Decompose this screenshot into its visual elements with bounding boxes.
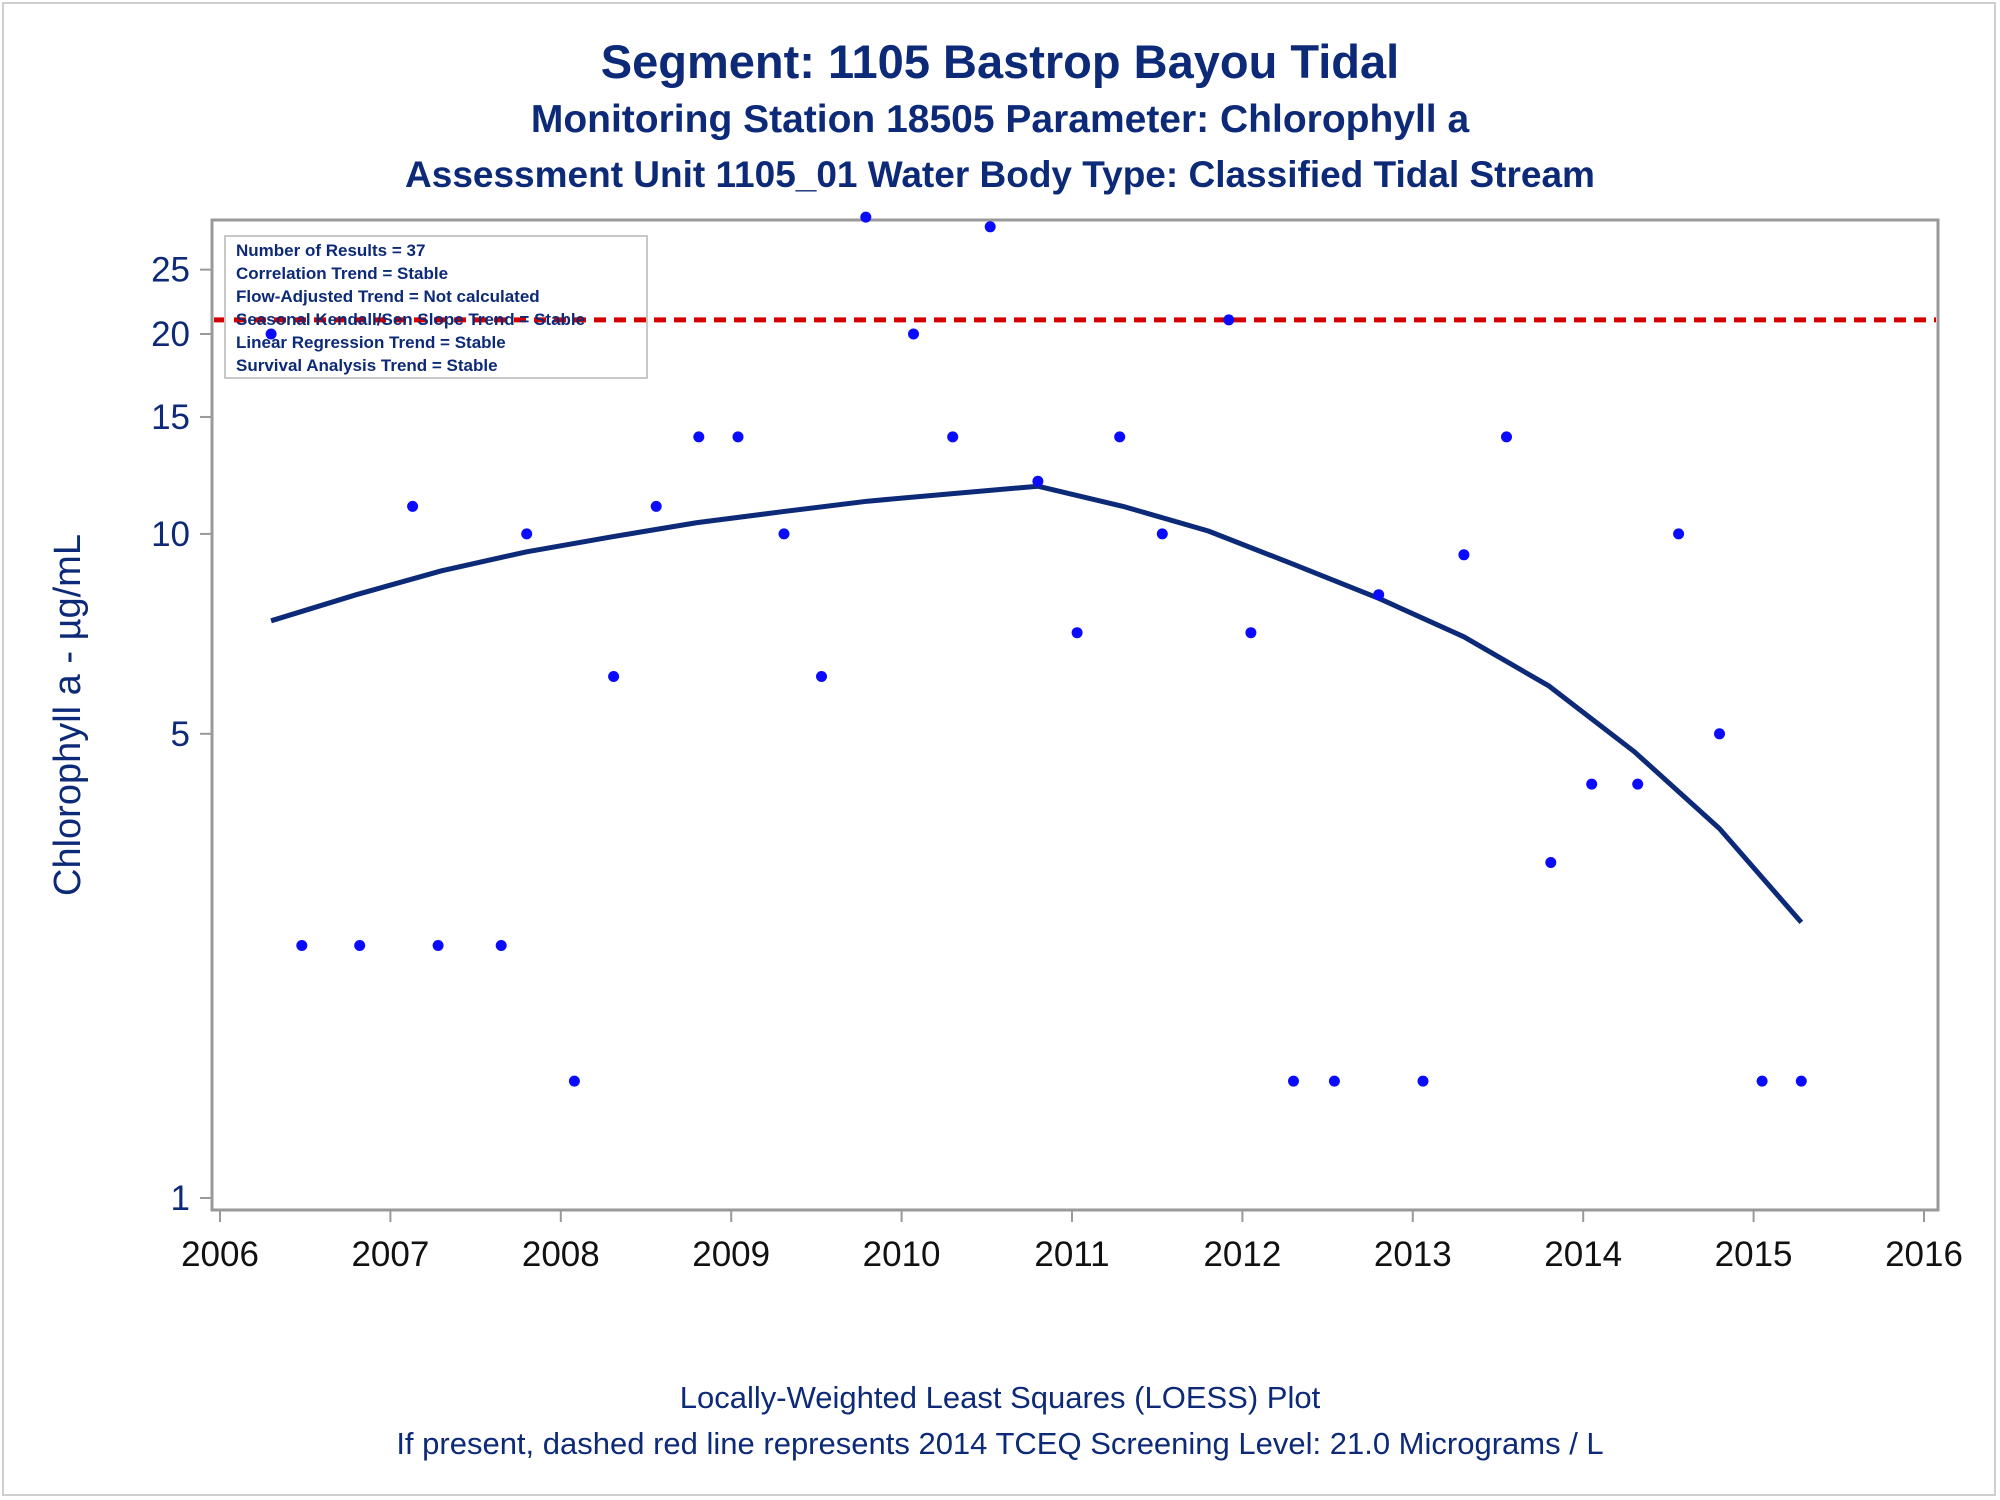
data-point [984, 221, 996, 233]
x-tick-label: 2012 [1203, 1235, 1281, 1274]
stat-linear-regression-trend: Linear Regression Trend = Stable [236, 333, 506, 352]
data-point [1586, 778, 1598, 790]
data-point [1328, 1075, 1340, 1087]
footnote-screening-level: If present, dashed red line represents 2… [396, 1426, 1604, 1461]
y-tick-label: 25 [151, 251, 190, 290]
x-axis: 2006 2007 2008 2009 2010 2011 2012 2013 2014 2015… [181, 1210, 1963, 1274]
loess-layer [270, 483, 1804, 925]
x-tick-label: 2015 [1715, 1235, 1793, 1274]
data-point [1632, 778, 1644, 790]
y-tick-label: 5 [171, 715, 190, 754]
data-point [1673, 528, 1685, 540]
loess-curve [270, 483, 1804, 925]
data-point [1417, 1075, 1429, 1087]
plot-area [210, 218, 1940, 1212]
stat-number-of-results: Number of Results = 37 [236, 241, 425, 260]
stat-correlation-trend: Correlation Trend = Stable [236, 264, 448, 283]
x-tick-label: 2007 [351, 1235, 429, 1274]
data-point [495, 940, 507, 951]
stat-flow-adjusted-trend: Flow-Adjusted Trend = Not calculated [236, 287, 540, 306]
data-point [732, 431, 744, 443]
x-tick-label: 2009 [692, 1235, 770, 1274]
y-tick-label: 1 [171, 1179, 190, 1218]
stat-survival-analysis-trend: Survival Analysis Trend = Stable [236, 356, 498, 375]
data-point [860, 211, 872, 223]
data-point [1245, 627, 1257, 639]
x-tick-label: 2010 [863, 1235, 941, 1274]
data-point [1714, 728, 1725, 740]
data-point [1501, 431, 1512, 443]
stat-seasonal-kendall-trend: Seasonal Kendall/Sen Slope Trend = Stabl… [236, 310, 585, 329]
data-point [608, 671, 620, 682]
y-tick-label: 20 [151, 315, 190, 354]
data-point [693, 431, 705, 443]
data-point [908, 328, 919, 340]
data-point [816, 671, 827, 682]
y-tick-label: 15 [151, 398, 190, 437]
data-point [1373, 589, 1385, 601]
data-point [407, 500, 419, 512]
data-point [568, 1075, 580, 1087]
data-points [265, 211, 1807, 1087]
data-point [1288, 1075, 1299, 1087]
footnote-loess: Locally-Weighted Least Squares (LOESS) P… [679, 1380, 1321, 1415]
chart-subtitle-2: Assessment Unit 1105_01 Water Body Type:… [405, 154, 1595, 195]
data-point [1156, 528, 1168, 540]
data-point [1071, 627, 1083, 639]
stats-box-border [224, 235, 648, 379]
x-tick-label: 2013 [1374, 1235, 1452, 1274]
data-point [1114, 431, 1126, 443]
data-point [1223, 314, 1235, 326]
trend-stats-box: Number of Results = 37 Correlation Trend… [224, 235, 648, 379]
y-tick-label: 10 [151, 515, 190, 554]
x-tick-label: 2014 [1544, 1235, 1622, 1274]
data-point [354, 940, 366, 951]
x-tick-label: 2006 [181, 1235, 259, 1274]
chart-subtitle: Monitoring Station 18505 Parameter: Chlo… [530, 98, 1470, 141]
data-point [947, 431, 959, 443]
data-point [296, 940, 308, 951]
data-point [432, 940, 444, 951]
data-point [1458, 549, 1470, 561]
x-tick-label: 2016 [1885, 1235, 1963, 1274]
data-point [650, 500, 662, 512]
x-tick-label: 2008 [522, 1235, 600, 1274]
data-point [778, 528, 790, 540]
data-point [1795, 1075, 1807, 1087]
chart-title: Segment: 1105 Bastrop Bayou Tidal [600, 35, 1400, 88]
x-tick-label: 2011 [1034, 1235, 1109, 1274]
data-point [1032, 475, 1044, 487]
y-axis-label: Chlorophyll a - µg/mL [47, 534, 89, 896]
data-point [1756, 1075, 1768, 1087]
data-point [521, 528, 533, 540]
data-point [265, 328, 277, 340]
data-point [1545, 857, 1557, 868]
